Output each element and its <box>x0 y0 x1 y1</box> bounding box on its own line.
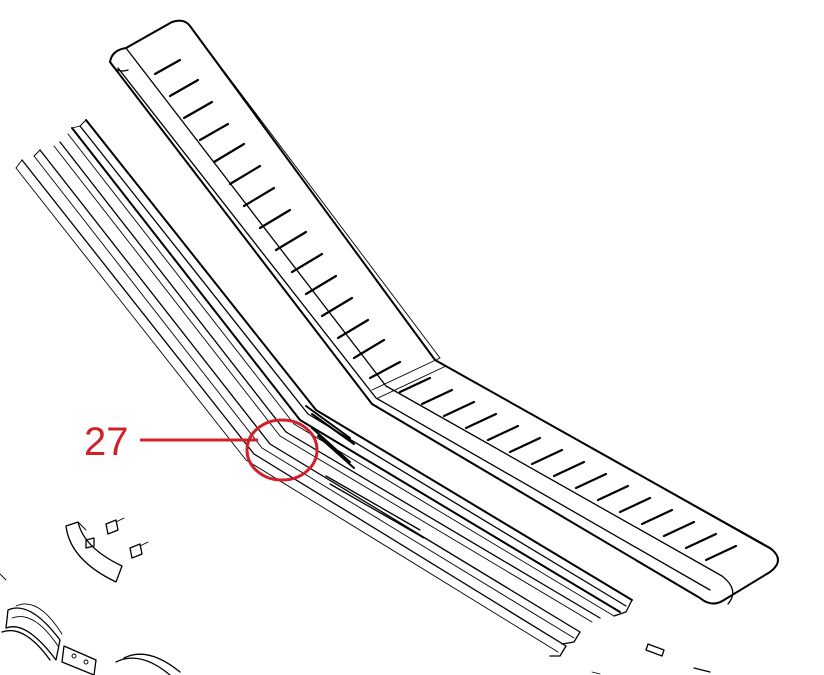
callout-27: 27 <box>84 418 319 482</box>
tread-slots <box>153 58 738 562</box>
side-rails <box>15 119 633 657</box>
hardware-parts <box>0 517 711 675</box>
callout-number: 27 <box>84 420 129 464</box>
fold-clips <box>305 405 425 539</box>
callout-circle <box>245 418 319 482</box>
tread-belt <box>109 19 779 605</box>
